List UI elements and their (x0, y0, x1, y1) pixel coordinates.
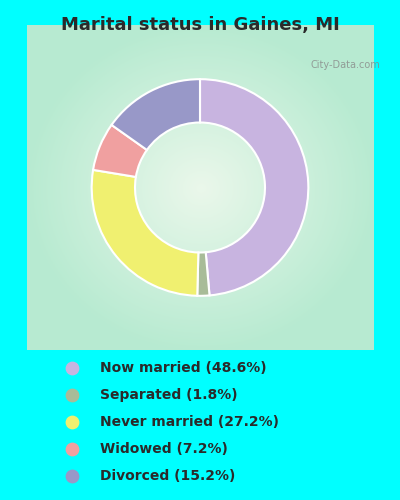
Text: Now married (48.6%): Now married (48.6%) (100, 361, 267, 375)
Point (69, 472, 75, 480)
Point (69, 391, 75, 399)
Wedge shape (197, 252, 210, 296)
Point (69, 445, 75, 453)
Text: Divorced (15.2%): Divorced (15.2%) (100, 469, 235, 483)
Text: Never married (27.2%): Never married (27.2%) (100, 415, 279, 429)
Wedge shape (200, 79, 308, 296)
Text: Separated (1.8%): Separated (1.8%) (100, 388, 238, 402)
Text: Widowed (7.2%): Widowed (7.2%) (100, 442, 228, 456)
Point (69, 418, 75, 426)
Wedge shape (112, 79, 200, 150)
Text: City-Data.com: City-Data.com (310, 60, 380, 70)
Text: Marital status in Gaines, MI: Marital status in Gaines, MI (61, 16, 339, 34)
Wedge shape (92, 170, 198, 296)
Point (69, 364, 75, 372)
Wedge shape (93, 125, 147, 177)
